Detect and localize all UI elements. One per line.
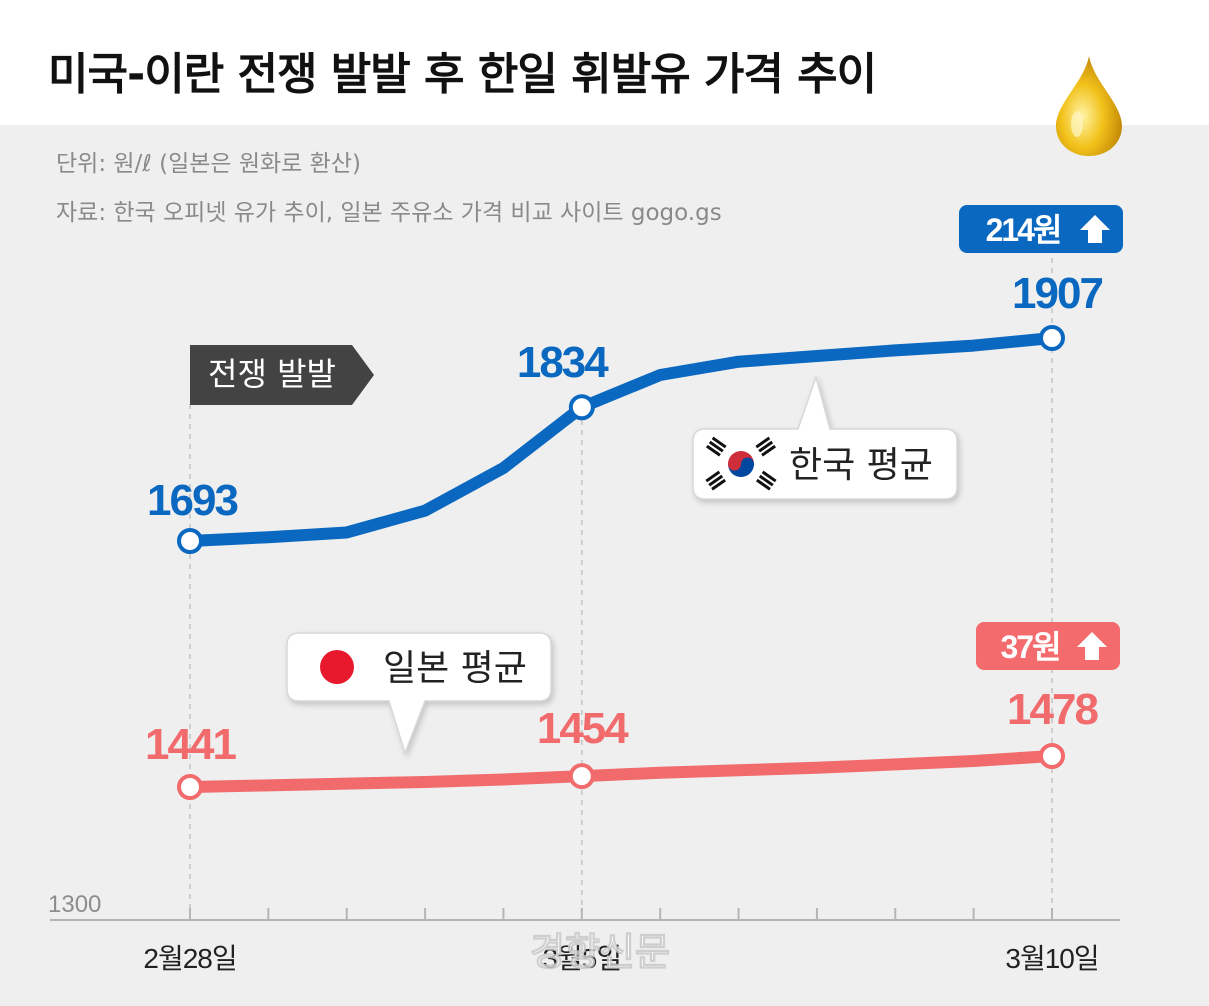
legend-label: 일본 평균: [383, 648, 527, 689]
up-arrow-icon: [1080, 215, 1110, 243]
source-note: 자료: 한국 오피넷 유가 추이, 일본 주유소 가격 비교 사이트 gogo.…: [56, 200, 722, 226]
page-title: 미국-이란 전쟁 발발 후 한일 휘발유 가격 추이: [48, 49, 877, 100]
data-point: [1039, 325, 1065, 351]
change-badge-bg: [959, 205, 1123, 253]
legend-label: 한국 평균: [789, 445, 933, 486]
change-badge-label: 37원: [1000, 629, 1059, 665]
data-label: 1441: [145, 720, 236, 769]
unit-note: 단위: 원/ℓ (일본은 원화로 환산): [56, 151, 361, 177]
data-point: [177, 528, 203, 554]
data-point: [177, 774, 203, 800]
change-badge: 37원: [976, 622, 1120, 670]
baseline-label: 1300: [48, 891, 101, 918]
change-badge-label: 214원: [986, 212, 1061, 248]
data-point: [1039, 743, 1065, 769]
data-label: 1907: [1012, 269, 1102, 318]
x-tick-label: 2월28일: [143, 943, 236, 974]
data-label: 1454: [537, 704, 629, 753]
x-tick-label: 3월5일: [542, 943, 621, 974]
data-point: [568, 763, 595, 790]
oil-drop-icon: [1056, 56, 1122, 156]
event-flag: [190, 345, 374, 405]
title-band: [0, 0, 1209, 125]
data-point: [568, 394, 595, 421]
series-line: [184, 750, 1058, 793]
legend-bubble: 한국 평균: [692, 374, 958, 500]
up-arrow-icon: [1077, 632, 1107, 660]
change-badge: 214원: [959, 205, 1123, 253]
event-label: 전쟁 발발: [208, 355, 336, 393]
data-label: 1478: [1007, 685, 1098, 734]
korea-flag-icon: [705, 436, 777, 491]
japan-flag-icon: [320, 650, 354, 684]
data-label: 1834: [517, 338, 609, 387]
watermark: 경향신문: [530, 932, 670, 974]
legend-bubble-bg: [692, 374, 958, 500]
series-line: [184, 332, 1058, 547]
x-tick-label: 3월10일: [1005, 943, 1098, 974]
legend-bubble: 일본 평균: [286, 632, 552, 756]
data-label: 1693: [147, 476, 237, 525]
change-badge-bg: [976, 622, 1120, 670]
